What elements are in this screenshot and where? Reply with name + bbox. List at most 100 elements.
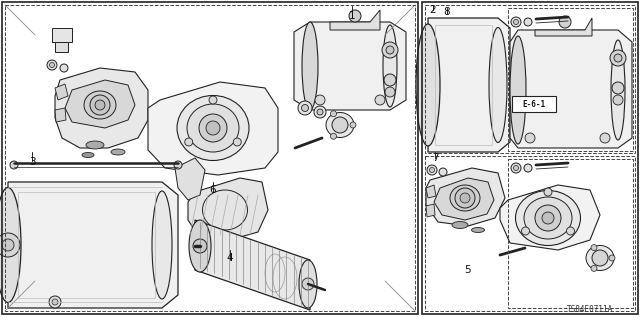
- Circle shape: [524, 164, 532, 172]
- Bar: [425, 5, 635, 153]
- Circle shape: [90, 95, 110, 115]
- Bar: [508, 159, 633, 308]
- Circle shape: [302, 278, 314, 290]
- Polygon shape: [294, 22, 406, 110]
- Ellipse shape: [84, 91, 116, 119]
- Text: E-6-1: E-6-1: [522, 100, 545, 108]
- Circle shape: [455, 188, 475, 208]
- Ellipse shape: [152, 191, 172, 299]
- Circle shape: [332, 117, 348, 133]
- Circle shape: [439, 168, 447, 176]
- Polygon shape: [426, 204, 435, 217]
- Polygon shape: [195, 220, 310, 310]
- Circle shape: [2, 239, 14, 251]
- Circle shape: [49, 296, 61, 308]
- Circle shape: [513, 20, 518, 25]
- Polygon shape: [55, 84, 68, 100]
- Circle shape: [429, 167, 435, 172]
- Circle shape: [314, 106, 326, 118]
- Text: 3: 3: [29, 157, 35, 167]
- Ellipse shape: [472, 228, 484, 233]
- Text: 4: 4: [227, 253, 234, 263]
- Circle shape: [375, 95, 385, 105]
- Circle shape: [524, 18, 532, 26]
- Circle shape: [613, 95, 623, 105]
- Circle shape: [525, 133, 535, 143]
- Circle shape: [591, 244, 597, 251]
- Circle shape: [386, 46, 394, 54]
- Ellipse shape: [111, 149, 125, 155]
- Circle shape: [614, 54, 622, 62]
- Circle shape: [384, 74, 396, 86]
- Circle shape: [52, 299, 58, 305]
- Ellipse shape: [416, 24, 440, 146]
- Circle shape: [185, 138, 193, 146]
- Ellipse shape: [510, 36, 526, 144]
- Ellipse shape: [82, 153, 94, 157]
- Circle shape: [460, 193, 470, 203]
- Ellipse shape: [326, 113, 354, 138]
- Text: TS84E0711A: TS84E0711A: [567, 306, 613, 315]
- Ellipse shape: [299, 260, 317, 308]
- Circle shape: [382, 42, 398, 58]
- FancyBboxPatch shape: [512, 96, 556, 112]
- Polygon shape: [65, 80, 135, 128]
- Ellipse shape: [489, 28, 507, 142]
- Ellipse shape: [515, 190, 580, 245]
- Bar: [422, 2, 638, 314]
- Ellipse shape: [452, 221, 468, 228]
- Circle shape: [206, 121, 220, 135]
- Polygon shape: [500, 185, 600, 250]
- Circle shape: [600, 133, 610, 143]
- Text: 1: 1: [349, 11, 355, 21]
- Text: 7: 7: [432, 153, 438, 163]
- Ellipse shape: [383, 25, 397, 107]
- Text: 6: 6: [210, 185, 216, 195]
- Circle shape: [612, 82, 624, 94]
- Ellipse shape: [187, 104, 239, 152]
- Circle shape: [559, 16, 571, 28]
- Circle shape: [609, 255, 615, 261]
- Polygon shape: [434, 178, 494, 220]
- Polygon shape: [52, 28, 72, 42]
- Ellipse shape: [302, 22, 318, 110]
- Circle shape: [511, 17, 521, 27]
- Circle shape: [350, 122, 356, 128]
- Circle shape: [385, 87, 395, 97]
- Circle shape: [544, 188, 552, 196]
- Circle shape: [0, 233, 20, 257]
- Circle shape: [591, 265, 597, 271]
- Polygon shape: [188, 178, 268, 240]
- Circle shape: [193, 239, 207, 253]
- Polygon shape: [148, 82, 278, 175]
- Circle shape: [513, 165, 518, 171]
- Circle shape: [330, 111, 337, 117]
- Ellipse shape: [586, 245, 614, 270]
- Circle shape: [427, 165, 437, 175]
- Bar: [425, 156, 635, 311]
- Circle shape: [47, 60, 57, 70]
- Circle shape: [511, 163, 521, 173]
- Circle shape: [349, 10, 361, 22]
- Text: 2: 2: [429, 5, 436, 15]
- Circle shape: [95, 100, 105, 110]
- Polygon shape: [330, 10, 380, 30]
- Circle shape: [199, 114, 227, 142]
- Bar: [508, 8, 633, 151]
- Bar: [5, 5, 415, 311]
- Circle shape: [60, 64, 68, 72]
- Circle shape: [315, 95, 325, 105]
- Circle shape: [233, 138, 241, 146]
- Polygon shape: [428, 18, 510, 152]
- Polygon shape: [510, 30, 632, 148]
- Polygon shape: [426, 185, 436, 198]
- Ellipse shape: [524, 197, 572, 239]
- Circle shape: [317, 109, 323, 115]
- Circle shape: [535, 205, 561, 231]
- Text: 8: 8: [444, 7, 451, 17]
- Ellipse shape: [189, 220, 211, 272]
- Ellipse shape: [450, 185, 480, 211]
- Ellipse shape: [177, 95, 249, 161]
- Ellipse shape: [86, 141, 104, 149]
- Polygon shape: [175, 158, 205, 200]
